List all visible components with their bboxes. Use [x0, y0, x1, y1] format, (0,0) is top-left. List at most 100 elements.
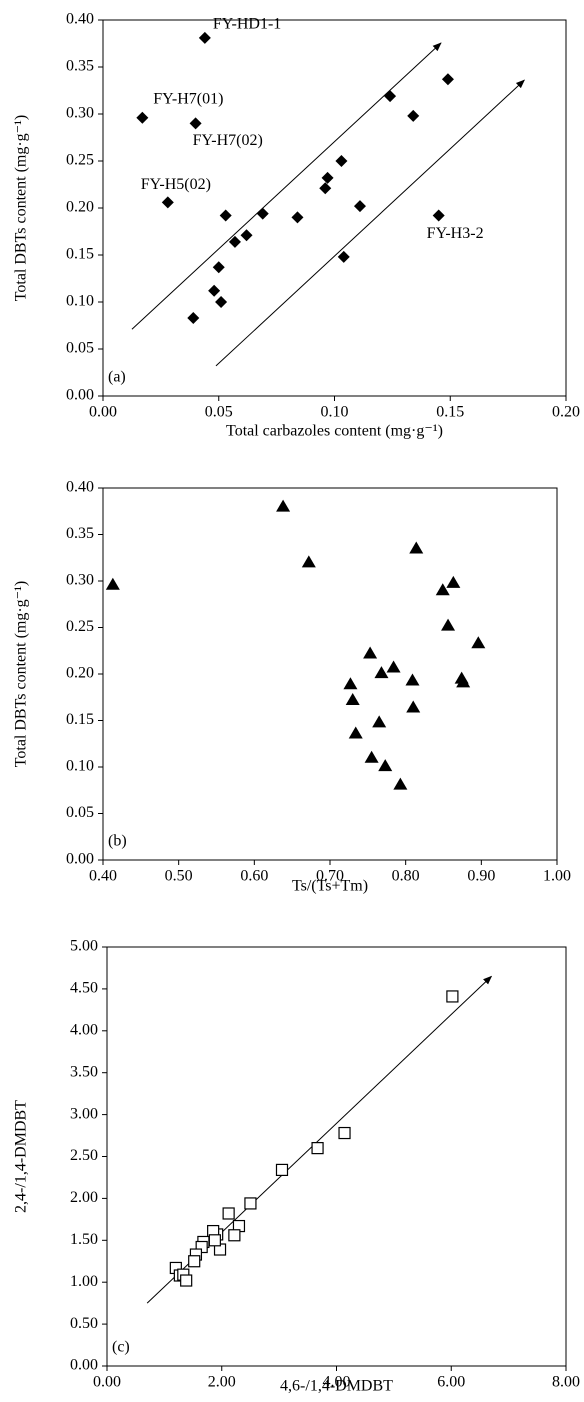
- point: [374, 666, 389, 679]
- x-tick-label: 6.00: [437, 1374, 465, 1391]
- y-tick-label: 2.50: [70, 1147, 98, 1164]
- point: [228, 235, 241, 248]
- x-axis-title: 4,6-/1,4-DMDBT: [280, 1378, 393, 1395]
- point: [228, 1229, 241, 1242]
- point: [471, 636, 486, 649]
- plot-frame: [102, 19, 567, 397]
- panel-label: (a): [108, 369, 126, 386]
- y-tick-label: 0.40: [66, 479, 94, 496]
- y-tick-label: 5.00: [70, 938, 98, 955]
- point: [161, 196, 174, 209]
- x-tick-label: 0.60: [240, 868, 268, 885]
- x-axis-title: Total carbazoles content (mg·g⁻¹): [226, 423, 443, 440]
- x-tick-label: 2.00: [208, 1374, 236, 1391]
- x-axis-title: Ts/(Ts+Tm): [292, 878, 368, 895]
- point: [441, 618, 456, 631]
- point: [337, 250, 350, 263]
- y-tick-label: 0.30: [66, 572, 94, 589]
- point: [384, 90, 397, 103]
- point-label: FY-H7(02): [193, 132, 263, 149]
- y-tick-label: 0.50: [70, 1315, 98, 1332]
- point: [405, 673, 420, 686]
- point: [406, 700, 421, 713]
- y-tick-label: 0.05: [66, 340, 94, 357]
- point: [345, 693, 360, 706]
- y-axis-title: Total DBTs content (mg·g⁻¹): [13, 115, 30, 302]
- point: [386, 660, 401, 673]
- point: [456, 675, 471, 688]
- point: [219, 209, 232, 222]
- point: [188, 1255, 201, 1268]
- point: [311, 1142, 324, 1155]
- point: [393, 777, 408, 790]
- point-label: FY-H5(02): [141, 176, 211, 193]
- x-tick-label: 0.05: [205, 404, 233, 421]
- panel-label: (b): [108, 833, 127, 850]
- y-tick-label: 0.00: [66, 387, 94, 404]
- point: [338, 1126, 351, 1140]
- point: [363, 646, 378, 659]
- panel: 0.00 0.50 1.00 1.50 2.00 2.50 3.00 3.50 4.00 4.50…: [13, 938, 580, 1395]
- x-tick-label: 4.00: [323, 1374, 351, 1391]
- y-tick-label: 0.00: [70, 1357, 98, 1374]
- y-tick-label: 3.50: [70, 1063, 98, 1080]
- x-tick-label: 0.80: [392, 868, 420, 885]
- point: [335, 155, 348, 167]
- y-tick-label: 0.35: [66, 58, 94, 75]
- y-tick-label: 0.00: [66, 851, 94, 868]
- y-tick-label: 1.50: [70, 1231, 98, 1248]
- point: [446, 575, 461, 588]
- x-tick-label: 0.20: [552, 404, 580, 421]
- y-tick-label: 0.30: [66, 105, 94, 122]
- y-axis-title: Total DBTs content (mg·g⁻¹): [13, 581, 30, 768]
- point: [409, 541, 424, 554]
- point: [372, 715, 387, 728]
- y-axis-title: 2,4-/1,4-DMDBT: [13, 1100, 30, 1213]
- point: [291, 211, 304, 224]
- y-tick-label: 0.25: [66, 152, 94, 169]
- point: [432, 209, 445, 222]
- y-tick-label: 4.00: [70, 1021, 98, 1038]
- x-tick-label: 0.00: [89, 404, 117, 421]
- point: [446, 990, 459, 1003]
- x-tick-label: 0.40: [89, 868, 117, 885]
- y-tick-label: 0.25: [66, 618, 94, 635]
- x-tick-label: 0.90: [467, 868, 495, 885]
- point: [275, 1163, 289, 1177]
- point: [321, 171, 334, 184]
- x-tick-label: 0.70: [316, 868, 344, 885]
- panel: 0.00 0.05 0.10 0.15 0.20 0.25 0.30 0.35 0.40 0.00…: [13, 11, 580, 440]
- point: [319, 182, 332, 195]
- y-tick-label: 1.00: [70, 1273, 98, 1290]
- y-tick-label: 0.10: [66, 758, 94, 775]
- point: [187, 311, 200, 324]
- y-tick-label: 0.10: [66, 293, 94, 310]
- x-tick-label: 0.10: [321, 404, 349, 421]
- point: [407, 109, 420, 122]
- point: [441, 73, 454, 86]
- point: [198, 31, 211, 44]
- point: [378, 759, 393, 772]
- x-tick-label: 0.15: [436, 404, 464, 421]
- point: [276, 499, 291, 512]
- y-tick-label: 2.00: [70, 1189, 98, 1206]
- x-tick-label: 0.00: [93, 1374, 121, 1391]
- y-tick-label: 0.20: [66, 665, 94, 682]
- point-label: FY-H3-2: [427, 225, 484, 242]
- trend-arrow: [215, 79, 525, 367]
- x-tick-label: 1.00: [543, 868, 571, 885]
- point: [105, 577, 120, 590]
- point: [364, 750, 379, 763]
- panel-label: (c): [112, 1339, 130, 1356]
- point: [208, 284, 221, 297]
- point: [343, 677, 358, 690]
- y-tick-label: 0.15: [66, 711, 94, 728]
- point: [136, 111, 149, 124]
- point: [353, 200, 366, 213]
- point: [348, 726, 363, 739]
- point: [435, 583, 450, 596]
- point: [244, 1197, 257, 1210]
- point: [256, 207, 269, 220]
- y-tick-label: 0.15: [66, 246, 94, 263]
